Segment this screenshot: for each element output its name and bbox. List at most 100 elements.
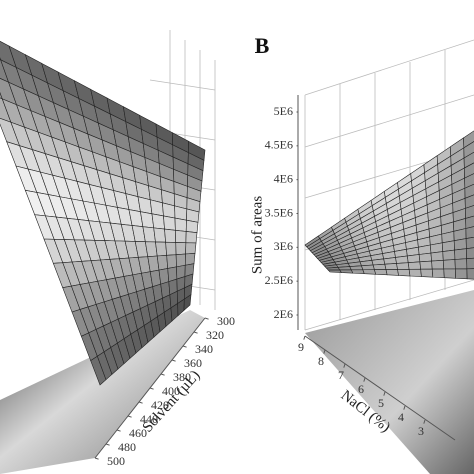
surface-cell xyxy=(443,268,457,279)
surface-cell xyxy=(419,260,433,270)
surface-cell xyxy=(185,219,199,233)
contour-floor xyxy=(305,290,474,474)
surface-cell xyxy=(397,269,411,277)
x-tick-label: 5 xyxy=(378,396,384,410)
tick-mark xyxy=(182,345,187,348)
tick-mark xyxy=(149,387,154,390)
x-tick-label: 4 xyxy=(398,410,404,424)
surface-cell xyxy=(361,264,375,271)
surface-cell xyxy=(327,269,342,273)
surface-cell xyxy=(153,227,166,243)
surface-cell xyxy=(406,254,421,263)
surface-cell xyxy=(464,194,474,209)
tick-mark xyxy=(204,317,209,320)
surface-cell xyxy=(463,141,474,159)
surface-cell xyxy=(464,183,474,199)
surface-cell xyxy=(175,229,187,244)
surface-cell xyxy=(362,269,377,275)
surface-cell xyxy=(454,258,468,270)
x-tick-label: 500 xyxy=(107,454,125,468)
surface-cell xyxy=(466,268,474,280)
surface-cell xyxy=(185,231,198,244)
tick-mark xyxy=(343,363,346,368)
surface-cell xyxy=(155,241,167,257)
tick-mark xyxy=(105,443,110,446)
surface-cell xyxy=(466,247,474,260)
x-tick-label: 300 xyxy=(217,314,235,328)
surface-cell xyxy=(175,242,187,255)
x-tick-label: 320 xyxy=(206,328,224,342)
x-tick-label: 360 xyxy=(184,356,202,370)
z-tick-label: 5E6 xyxy=(274,104,293,118)
x-tick-label: 480 xyxy=(118,440,136,454)
surface-cell xyxy=(164,228,177,243)
surface-cell xyxy=(455,268,468,280)
x-tick-label: 440 xyxy=(140,412,158,426)
surfaces xyxy=(0,40,474,386)
surface-cell xyxy=(383,257,397,265)
surface-cell xyxy=(407,261,421,270)
z-tick-label: 3.5E6 xyxy=(265,205,293,219)
surface-cell xyxy=(464,173,474,189)
tick-mark xyxy=(363,377,366,382)
surface-cell xyxy=(156,255,169,271)
x-tick-label: 340 xyxy=(195,342,213,356)
x-tick-label: 420 xyxy=(151,398,169,412)
z-tick-label: 4E6 xyxy=(274,171,293,185)
surface-cell xyxy=(166,254,177,269)
tick-mark xyxy=(403,405,406,410)
surface-cell xyxy=(151,213,165,230)
surface-cell xyxy=(396,262,410,270)
x-tick-label: 7 xyxy=(338,368,344,382)
panel-label: B xyxy=(255,33,270,58)
tick-mark xyxy=(323,349,326,354)
tick-mark xyxy=(116,429,121,432)
surface-cell xyxy=(431,259,445,270)
surface-cell xyxy=(420,268,434,278)
tick-mark xyxy=(171,359,176,362)
x-tick-label: 9 xyxy=(298,340,304,354)
z-tick-label: 2.5E6 xyxy=(265,273,293,287)
surface-cell xyxy=(350,269,365,275)
surface-cell xyxy=(395,255,409,264)
surface-cell xyxy=(165,241,177,256)
surface-cell xyxy=(453,238,467,251)
tick-mark xyxy=(423,419,426,424)
x-tick-label: 8 xyxy=(318,354,324,368)
contour-floor xyxy=(0,310,205,474)
surface-cell xyxy=(465,236,474,249)
x-tick-label: 460 xyxy=(129,426,147,440)
surface-cell xyxy=(385,269,399,276)
surface-cell xyxy=(372,263,387,270)
surface-cell xyxy=(349,265,364,271)
axis-line xyxy=(304,335,456,441)
surface-cell xyxy=(430,251,444,262)
surface-cell xyxy=(431,268,445,279)
x-tick-label: 6 xyxy=(358,382,364,396)
tick-mark xyxy=(193,331,198,334)
surface-cell xyxy=(325,267,341,271)
z-axis-label: Sum of areas xyxy=(249,196,265,274)
surface-cell xyxy=(174,217,187,232)
surface-cell xyxy=(339,269,354,274)
x-tick-label: 380 xyxy=(173,370,191,384)
surface-cell xyxy=(163,215,176,231)
tick-mark xyxy=(94,457,99,460)
surface-cell xyxy=(454,248,467,260)
surface-cell xyxy=(463,130,474,149)
surface-cell xyxy=(175,253,186,268)
surface-cell xyxy=(384,263,398,270)
z-tick-label: 2E6 xyxy=(274,307,293,321)
surface-cell xyxy=(418,252,432,263)
surface-cell xyxy=(374,269,388,276)
tick-mark xyxy=(127,415,132,418)
z-tick-label: 3E6 xyxy=(274,239,293,253)
x-tick-label: 400 xyxy=(162,384,180,398)
surface-cell xyxy=(464,162,474,179)
surface-cell xyxy=(183,294,192,312)
z-tick-label: 4.5E6 xyxy=(265,138,293,152)
surface-cell xyxy=(408,268,422,277)
tick-mark xyxy=(383,391,386,396)
tick-mark xyxy=(160,373,165,376)
